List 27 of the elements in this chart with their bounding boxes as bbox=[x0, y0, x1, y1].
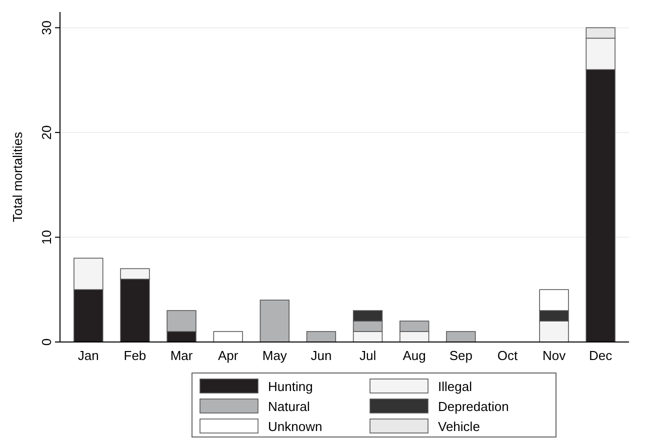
x-tick-label: Jan bbox=[78, 348, 99, 363]
legend-label: Natural bbox=[268, 399, 310, 414]
x-tick-label: Oct bbox=[497, 348, 518, 363]
legend-label: Illegal bbox=[438, 379, 472, 394]
legend-label: Hunting bbox=[268, 379, 313, 394]
y-tick-label: 10 bbox=[39, 230, 54, 244]
x-tick-label: Sep bbox=[449, 348, 472, 363]
y-tick-label: 0 bbox=[39, 338, 54, 346]
x-tick-label: May bbox=[262, 348, 288, 363]
x-tick-label: Mar bbox=[170, 348, 194, 363]
legend-label: Vehicle bbox=[438, 419, 480, 434]
legend-label: Unknown bbox=[268, 419, 322, 434]
bar bbox=[260, 300, 290, 342]
x-tick-label: Nov bbox=[542, 348, 566, 363]
bar bbox=[306, 331, 336, 342]
x-tick-label: Dec bbox=[589, 348, 613, 363]
x-tick-label: Aug bbox=[402, 348, 426, 363]
y-tick-label: 20 bbox=[39, 125, 54, 140]
x-tick-label: Jun bbox=[310, 348, 332, 363]
legend-label: Depredation bbox=[438, 399, 509, 414]
x-tick-label: Jul bbox=[359, 348, 376, 363]
bar bbox=[213, 331, 243, 342]
bar bbox=[446, 331, 476, 342]
y-axis-title: Total mortalities bbox=[10, 131, 25, 222]
x-tick-label: Apr bbox=[218, 348, 239, 363]
y-tick-label: 30 bbox=[39, 20, 54, 35]
x-tick-label: Feb bbox=[124, 348, 146, 363]
